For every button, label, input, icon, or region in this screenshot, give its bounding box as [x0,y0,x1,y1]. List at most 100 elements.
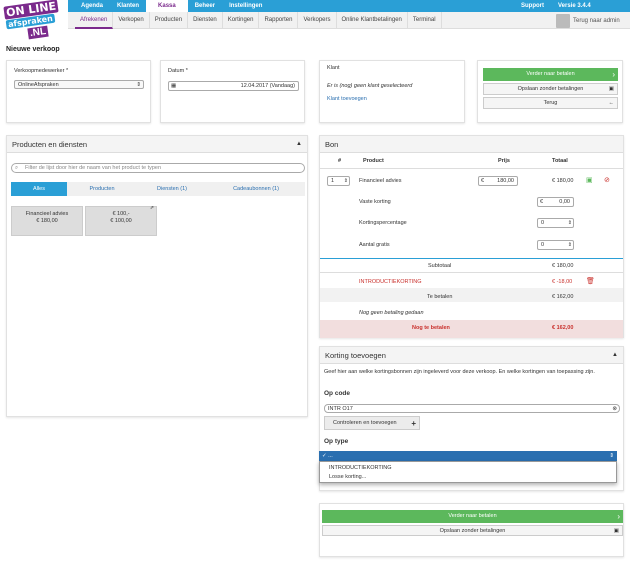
percentage-input[interactable]: 0 ⇕ [537,218,574,228]
option-introductiekorting[interactable]: INTRODUCTIEKORTING [329,465,392,471]
nav-agenda[interactable]: Agenda [81,3,104,9]
date-panel: Datum * ▦ 12.04.2017 (Vandaag) [160,60,305,123]
nav-instellingen[interactable]: Instellingen [229,3,263,9]
subnav-verkopen[interactable]: Verkopen [113,12,150,29]
tab-cadeaubonnen[interactable]: Cadeaubonnen (1) [233,186,279,192]
percentage-value: 0 [541,220,545,226]
page-title: Nieuwe verkoop [6,46,60,53]
select-arrow-icon: ⇕ [136,82,141,88]
avatar [556,13,570,28]
code-label: Op code [324,390,351,397]
nav-beheer[interactable]: Beheer [194,3,216,9]
subtotal-value: € 180,00 [552,263,574,269]
logo[interactable]: ON LINE afspraken .NL [0,0,68,40]
product-tile[interactable]: Financieel advies € 180,00 [11,206,83,236]
add-client-link[interactable]: Klant toevoegen [327,96,367,102]
topay-label: Te betalen [427,294,453,300]
stepper-icon[interactable]: ⇕ [567,242,572,248]
select-arrow-icon: ⇕ [609,453,614,459]
save-button-bottom[interactable]: Opslaan zonder betalingen ▣ [322,525,623,536]
arrow-left-icon: ← [608,100,615,106]
discount-title: Korting toevoegen [325,351,386,360]
pay-button-bottom[interactable]: Verder naar betalen › [322,510,623,523]
check-add-button[interactable]: Controleren en toevoegen + [324,416,420,430]
item-total: € 180,00 [552,178,574,184]
date-label: Datum * [168,68,188,74]
subnav-kortingen[interactable]: Kortingen [223,12,260,29]
subnav-diensten[interactable]: Diensten [188,12,223,29]
cancel-icon[interactable]: ⊘ [604,177,610,184]
back-button[interactable]: Terug ← [483,97,618,109]
save-button[interactable]: Opslaan zonder betalingen ▣ [483,83,618,95]
stepper-icon[interactable]: ⇕ [343,178,348,184]
chevron-right-icon: › [617,512,620,521]
nav-klanten[interactable]: Klanten [117,3,140,9]
remaining-label: Nog te betalen [412,325,450,331]
giftcard-tile[interactable]: ⇗ € 100,- € 100,00 [85,205,157,236]
client-label: Klant [327,65,340,71]
type-select[interactable]: ✓ ... ⇕ [319,451,617,461]
no-payment-text: Nog geen betaling gedaan [359,310,424,316]
user-menu[interactable]: Terug naar admin [556,13,620,28]
subtotal-label: Subtotaal [428,263,452,269]
back-to-admin-link[interactable]: Terug naar admin [573,17,620,24]
price-value: 180,00 [497,178,514,184]
calendar-icon: ▦ [171,83,177,89]
topay-value: € 162,00 [552,294,574,300]
subnav-producten[interactable]: Producten [150,12,189,29]
nav-support[interactable]: Support [521,3,544,9]
percentage-label: Kortingspercentage [359,220,407,226]
search-icon: ⌕ [15,165,19,171]
divider [320,168,623,169]
tab-producten[interactable]: Producten [89,186,115,192]
option-losse-korting[interactable]: Losse korting... [329,474,367,480]
collapse-icon[interactable]: ▲ [612,352,618,358]
type-selected: ... [328,453,333,459]
subnav-terminal[interactable]: Terminal [408,12,442,29]
tab-alles[interactable]: Alles [11,182,67,196]
seller-select[interactable]: OnlineAfspraken ⇕ [14,80,144,89]
pay-button[interactable]: Verder naar betalen › [483,68,618,81]
bon-panel: Bon # Product Prijs Totaal 1 ⇕ Financiee… [319,135,624,338]
date-input[interactable]: ▦ 12.04.2017 (Vandaag) [168,81,299,91]
save-line-icon[interactable]: ▣ [586,177,593,184]
client-panel: Klant Er is (nog) geen klant geselecteer… [319,60,465,123]
date-value: 12.04.2017 (Vandaag) [240,83,295,89]
remaining-row [320,320,623,338]
chevron-right-icon: › [612,70,615,79]
trash-icon[interactable]: 🗑 [586,278,595,285]
tile-name: € 100,- [112,211,130,217]
remaining-value: € 162,00 [552,325,574,331]
tile-name: Financieel advies [25,211,69,217]
subnav-rapporten[interactable]: Rapporten [259,12,299,29]
nav-kassa[interactable]: Kassa [146,0,188,12]
tile-price: € 100,00 [110,218,132,224]
fixed-discount-value: 0,00 [559,199,570,205]
stepper-icon[interactable]: ⇕ [567,220,572,226]
save-label: Opslaan zonder betalingen [439,528,506,534]
product-search-input[interactable]: ⌕ Filter de lijst door hier de naam van … [11,163,305,173]
col-price: Prijs [498,158,510,164]
sub-nav-bar [68,12,630,29]
subnav-verkopers[interactable]: Verkopers [298,12,337,29]
check-add-label: Controleren en toevoegen [333,420,397,426]
external-link-icon: ⇗ [149,205,154,211]
collapse-icon[interactable]: ▲ [296,141,302,147]
col-product: Product [363,158,384,164]
fixed-discount-input[interactable]: € 0,00 [537,197,574,207]
back-label: Terug [543,100,558,106]
sub-nav: Afrekenen Verkopen Producten Diensten Ko… [75,12,442,29]
free-count-input[interactable]: 0 ⇕ [537,240,574,250]
tab-diensten[interactable]: Diensten (1) [157,186,187,192]
qty-input[interactable]: 1 ⇕ [327,176,350,186]
subnav-online-klantbetalingen[interactable]: Online Klantbetalingen [337,12,408,29]
item-price-input[interactable]: € 180,00 [478,176,518,186]
subnav-afrekenen[interactable]: Afrekenen [75,12,114,29]
qty-value: 1 [331,178,335,184]
discount-description: Geef hier aan welke kortingsbonnen zijn … [324,369,595,375]
free-count-label: Aantal gratis [359,242,390,248]
clear-icon[interactable]: ⊗ [612,406,617,412]
currency-label: € [481,178,485,184]
code-input[interactable]: INTR O17 ⊗ [324,404,620,413]
products-header: Producten en diensten ▲ [7,136,307,153]
